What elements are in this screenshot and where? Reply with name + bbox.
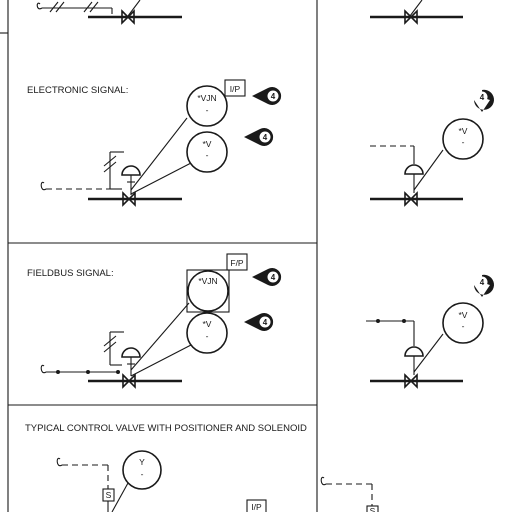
electronic-transducer-tag: *VJN — [197, 93, 216, 103]
right-electronic-callout: 4 — [474, 89, 494, 112]
solenoid-bubble: Y - — [122, 450, 162, 490]
actuator-dome-icon — [121, 347, 141, 358]
electronic-valve-sub: - — [206, 150, 209, 160]
solenoid-assembly: S — [56, 457, 129, 512]
electronic-transducer-bubble: *VJN - — [186, 85, 228, 127]
valve-body-icon — [122, 373, 136, 389]
electronic-valve-tag: *V — [203, 139, 212, 149]
fieldbus-callout-2-number: 4 — [263, 318, 268, 327]
signal-origin-symbol — [40, 364, 47, 374]
top-left-partial-valve — [36, 0, 182, 25]
valve-body-icon — [121, 9, 135, 25]
fieldbus-callout-1-number: 4 — [271, 273, 276, 282]
fieldbus-valve-sub: - — [206, 331, 209, 341]
electronic-valve-link — [130, 162, 192, 195]
positioner-converter-text: I/P — [251, 502, 262, 512]
right-fieldbus-valve-sub: - — [462, 321, 465, 331]
electronic-converter-box: I/P — [224, 79, 246, 97]
valve-body-icon — [404, 191, 418, 207]
fieldbus-valve-tag: *V — [203, 319, 212, 329]
right-solenoid-box — [366, 505, 379, 512]
electronic-valve-bubble: *V - — [186, 131, 228, 173]
actuator-dome-icon — [404, 346, 424, 357]
right-electronic-valve-sub: - — [462, 137, 465, 147]
actuator-dome-icon — [404, 164, 424, 175]
electronic-callout-1-number: 4 — [271, 92, 276, 101]
electronic-callout-2: 4 — [244, 128, 274, 146]
electronic-converter-text: I/P — [230, 84, 241, 94]
right-fieldbus-callout: 4 — [474, 274, 494, 297]
fieldbus-valve-assembly — [40, 302, 192, 389]
fieldbus-transducer-tag: *VJN — [198, 276, 217, 286]
right-electronic-valve-tag: *V — [459, 126, 468, 136]
right-solenoid-box-text: S — [370, 506, 376, 512]
right-electronic-callout-number: 4 — [480, 93, 485, 102]
signal-origin-symbol — [320, 476, 327, 486]
right-electronic-valve-bubble: *V - — [442, 118, 484, 160]
electronic-transducer-sub: - — [206, 105, 209, 115]
right-electronic-valve-assembly — [370, 145, 463, 207]
right-solenoid-partial: S — [320, 476, 379, 512]
right-fieldbus-valve-bubble: *V - — [442, 302, 484, 344]
fieldbus-signal-label: FIELDBUS SIGNAL: — [27, 268, 114, 279]
fieldbus-transducer-bubble: *VJN — [186, 269, 230, 313]
solenoid-tag: Y — [139, 457, 145, 467]
signal-origin-symbol — [56, 457, 63, 467]
callout-pointer-icon — [474, 274, 494, 297]
positioner-solenoid-label: TYPICAL CONTROL VALVE WITH POSITIONER AN… — [25, 423, 307, 434]
valve-body-icon — [122, 191, 136, 207]
signal-origin-symbol — [36, 2, 43, 10]
electronic-signal-label: ELECTRONIC SIGNAL: — [27, 85, 128, 96]
fieldbus-converter-box: F/P — [226, 253, 248, 271]
actuator-dome-icon — [121, 165, 141, 176]
signal-origin-symbol — [40, 181, 47, 191]
fieldbus-transducer-link — [130, 302, 190, 371]
positioner-converter-box: I/P — [246, 499, 267, 512]
callout-pointer-icon — [474, 89, 494, 112]
fieldbus-callout-2: 4 — [244, 313, 274, 332]
electronic-callout-1: 4 — [252, 87, 282, 105]
solenoid-box-text: S — [106, 490, 112, 500]
right-fieldbus-valve-tag: *V — [459, 310, 468, 320]
right-fieldbus-valve-assembly — [366, 319, 463, 389]
fieldbus-valve-link — [130, 344, 192, 377]
electronic-callout-2-number: 4 — [263, 133, 268, 142]
right-fieldbus-callout-number: 4 — [480, 278, 485, 287]
valve-body-icon — [404, 9, 418, 25]
top-right-partial-valve — [370, 0, 463, 25]
electronic-transducer-link — [130, 117, 188, 191]
fieldbus-valve-bubble: *V - — [186, 312, 228, 354]
valve-body-icon — [404, 373, 418, 389]
fieldbus-converter-text: F/P — [230, 258, 244, 268]
fieldbus-callout-1: 4 — [252, 268, 282, 286]
electronic-valve-assembly — [40, 117, 192, 207]
solenoid-sub: - — [141, 469, 144, 479]
